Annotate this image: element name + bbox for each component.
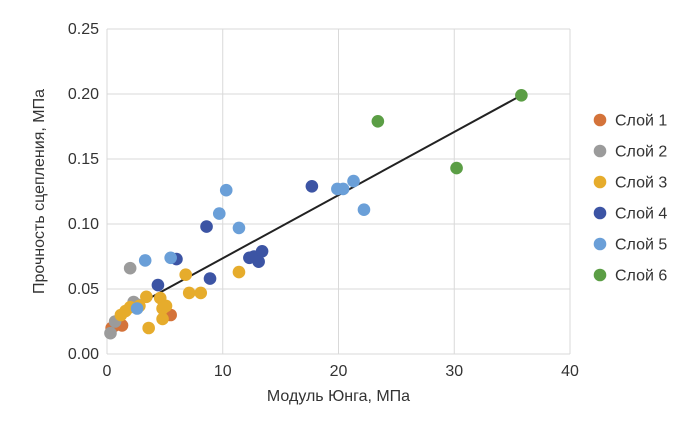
data-point-layer-2 <box>104 326 117 340</box>
data-points <box>104 89 528 340</box>
data-point-layer-3 <box>194 286 208 300</box>
data-point-layer-5 <box>219 183 233 197</box>
data-point-layer-4 <box>305 180 319 193</box>
data-point-layer-4 <box>151 278 165 292</box>
data-point-layer-5 <box>164 251 177 265</box>
legend-label-layer-4: Слой 4 <box>615 206 667 223</box>
data-point-layer-3 <box>232 265 246 279</box>
data-point-layer-5 <box>212 207 226 220</box>
x-tick-label: 0 <box>103 363 112 380</box>
data-point-layer-6 <box>515 89 528 102</box>
legend-marker-layer-4 <box>593 206 607 220</box>
legend-marker-layer-1 <box>593 113 607 127</box>
legend-marker-layer-5 <box>593 237 607 251</box>
legend-label-layer-6: Слой 6 <box>615 268 667 285</box>
data-point-layer-3 <box>182 286 196 300</box>
data-point-layer-5 <box>357 203 371 216</box>
data-point-layer-2 <box>123 261 137 275</box>
legend-label-layer-2: Слой 2 <box>615 144 667 161</box>
data-point-layer-5 <box>336 182 350 196</box>
data-point-layer-5 <box>130 302 144 315</box>
data-point-layer-3 <box>142 321 155 335</box>
data-point-layer-5 <box>138 254 152 267</box>
y-tick-label: 0.10 <box>68 216 99 233</box>
legend-marker-layer-2 <box>593 144 607 158</box>
data-point-layer-4 <box>255 245 269 258</box>
y-tick-label: 0.20 <box>68 86 99 103</box>
data-point-layer-4 <box>200 220 213 233</box>
y-tick-label: 0.25 <box>68 21 99 38</box>
x-tick-label: 40 <box>561 363 579 380</box>
data-point-layer-4 <box>203 272 217 285</box>
trendline-layer <box>111 94 522 320</box>
x-tick-label: 20 <box>330 363 348 380</box>
data-point-layer-4 <box>252 255 265 268</box>
legend-marker-layer-3 <box>593 175 607 189</box>
trendline <box>111 94 522 320</box>
legend-label-layer-1: Слой 1 <box>615 113 667 130</box>
data-point-layer-3 <box>179 268 193 282</box>
y-tick-label: 0.15 <box>68 151 99 168</box>
y-axis-title: Прочность сцепления, МПа <box>31 89 48 294</box>
y-tick-label: 0.00 <box>68 346 99 363</box>
x-axis-title: Модуль Юнга, МПа <box>267 388 410 405</box>
legend-label-layer-5: Слой 5 <box>615 237 667 254</box>
legend-label-layer-3: Слой 3 <box>615 175 667 192</box>
x-tick-label: 30 <box>445 363 463 380</box>
tick-labels: 0.00 0.05 0.10 0.15 0.20 0.25 0 10 20 30 40 <box>68 21 579 380</box>
data-point-layer-5 <box>232 221 246 235</box>
data-point-layer-3 <box>159 299 173 313</box>
data-point-layer-3 <box>140 290 153 304</box>
y-tick-label: 0.05 <box>68 281 99 298</box>
x-tick-label: 10 <box>214 363 232 380</box>
data-point-layer-6 <box>450 161 463 175</box>
legend: Слой 1 Слой 2 Слой 3 Слой 4 Слой 5 Слой 6 <box>593 113 667 285</box>
data-point-layer-6 <box>371 115 385 128</box>
data-point-layer-3 <box>156 312 169 326</box>
legend-marker-layer-6 <box>593 268 607 282</box>
data-point-layer-5 <box>347 174 360 188</box>
